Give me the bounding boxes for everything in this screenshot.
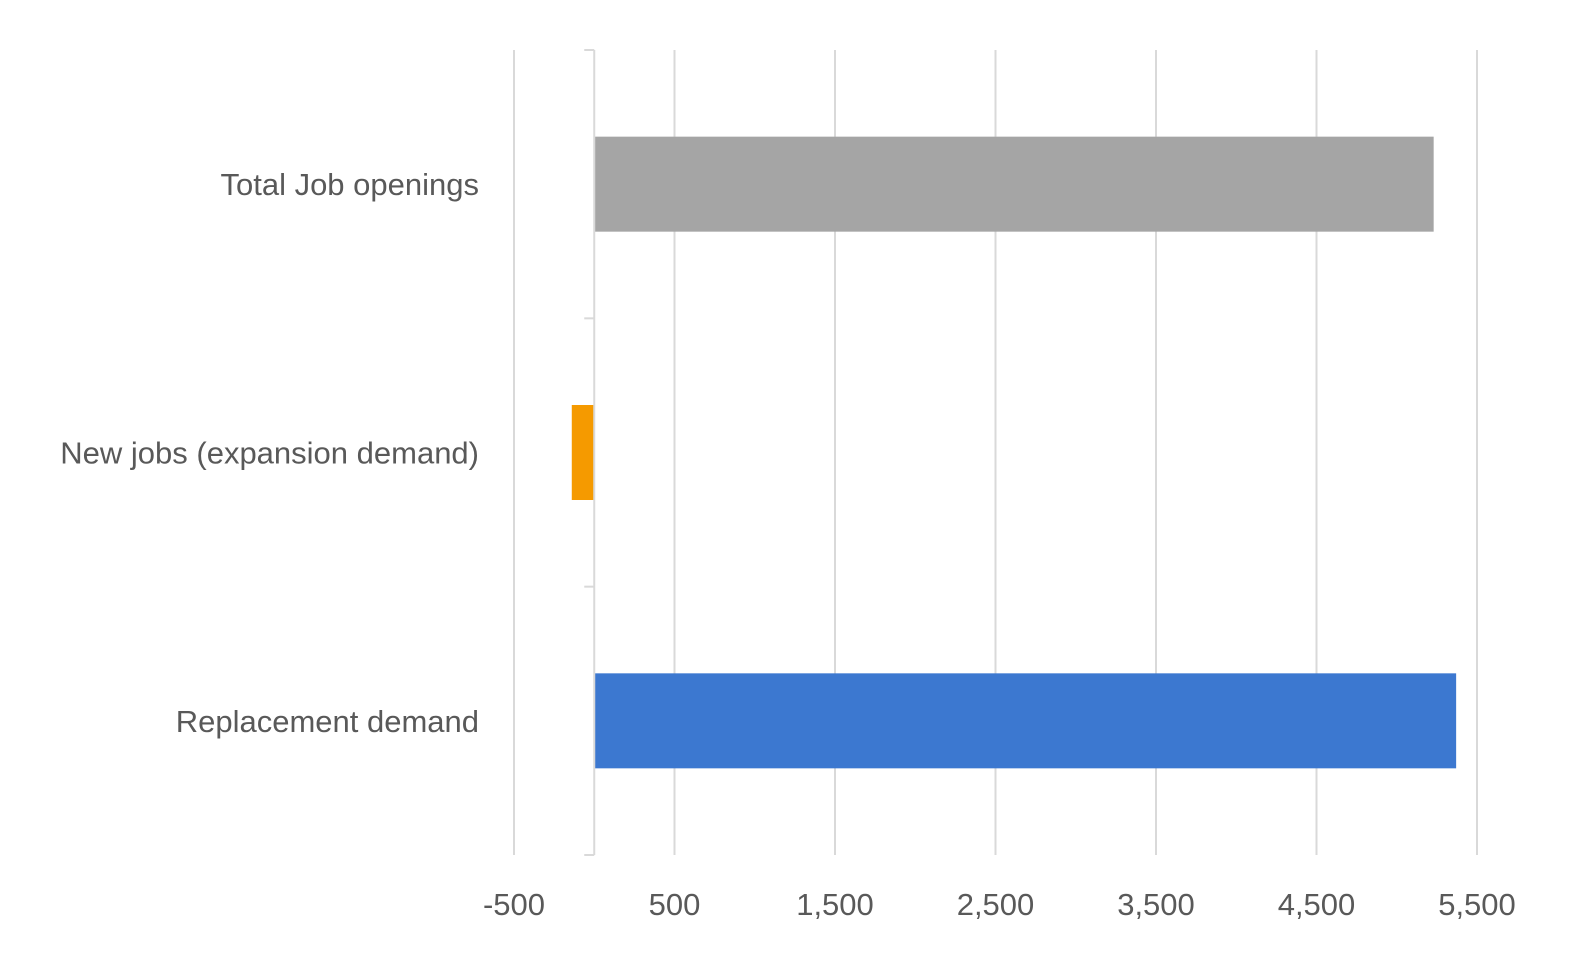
- x-tick-label: -500: [483, 887, 545, 922]
- labels: -500 500 1,500 2,500 3,500 4,500 5,500 Total Jo…: [60, 167, 1516, 922]
- bar-0: [594, 136, 1434, 232]
- bar-1: [571, 405, 595, 500]
- category-label: Replacement demand: [176, 704, 479, 739]
- bars: [571, 136, 1457, 769]
- x-tick-label: 4,500: [1278, 887, 1356, 922]
- x-tick-label: 500: [649, 887, 701, 922]
- category-axis: [584, 49, 596, 856]
- bar-2: [594, 673, 1457, 769]
- x-tick-label: 5,500: [1438, 887, 1516, 922]
- x-tick-label: 1,500: [796, 887, 874, 922]
- x-tick-label: 3,500: [1117, 887, 1195, 922]
- category-label: Total Job openings: [220, 167, 479, 202]
- category-label: New jobs (expansion demand): [60, 436, 479, 471]
- x-tick-label: 2,500: [957, 887, 1035, 922]
